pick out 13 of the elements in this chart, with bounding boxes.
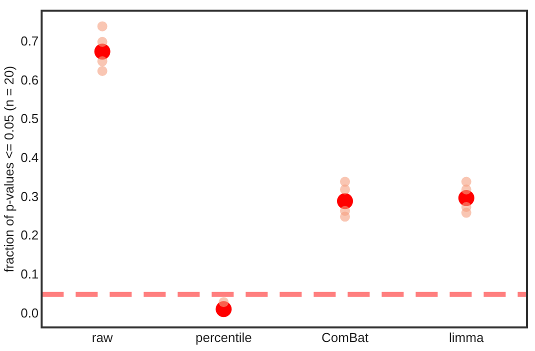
y-axis-title: fraction of p-values <= 0.05 (n = 20) — [1, 66, 16, 272]
y-tick-label: 0.6 — [20, 72, 39, 88]
y-tick-label: 0.2 — [20, 228, 39, 243]
y-tick-label: 0.1 — [20, 266, 39, 282]
y-tick-label: 0.5 — [20, 111, 39, 126]
x-tick-label: raw — [92, 330, 114, 345]
y-tick-label: 0.4 — [20, 150, 39, 165]
y-tick-label: 0.0 — [20, 305, 39, 320]
y-tick-label: 0.3 — [20, 188, 39, 204]
x-tick-label: limma — [449, 330, 484, 345]
y-tick-label: 0.7 — [20, 33, 39, 48]
x-tick-label: percentile — [195, 330, 252, 345]
x-tick-label: ComBat — [322, 330, 369, 345]
